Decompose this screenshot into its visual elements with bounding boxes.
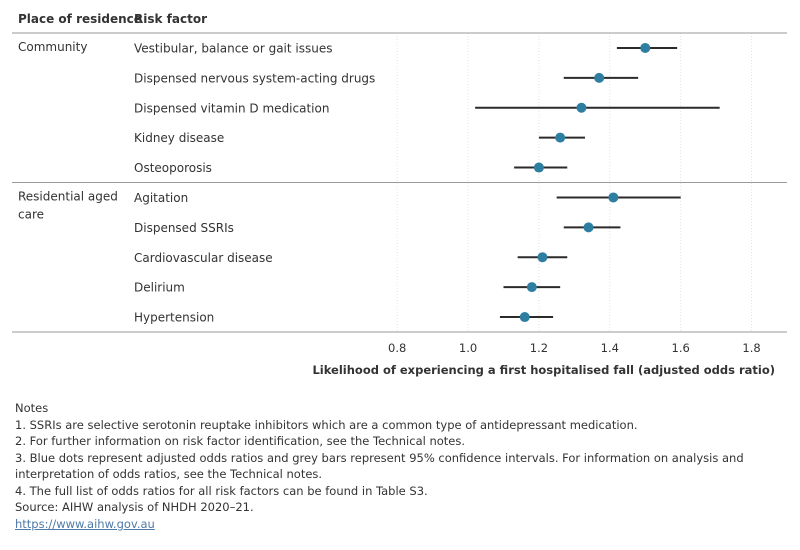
odds-ratio-dot [583, 222, 594, 233]
notes-heading: Notes [15, 401, 49, 415]
factor-label: Hypertension [134, 311, 214, 325]
odds-ratio-dot [576, 102, 587, 113]
note-line-3: 3. Blue dots represent adjusted odds rat… [15, 450, 744, 465]
x-tick-label: 1.8 [742, 341, 760, 355]
note-line-1: 1. SSRIs are selective serotonin reuptak… [15, 417, 638, 432]
x-tick-label: 1.4 [601, 341, 619, 355]
header-risk-factor: Risk factor [134, 12, 207, 26]
note-line-2: 2. For further information on risk facto… [15, 434, 466, 448]
group-label-1-line-0: Residential aged [18, 190, 118, 204]
odds-ratio-dot [555, 132, 566, 143]
x-tick-label: 1.0 [459, 341, 477, 355]
odds-ratio-dot [537, 252, 548, 263]
odds-ratio-dot [519, 312, 530, 323]
aihw-link[interactable]: https://www.aihw.gov.au [15, 516, 155, 531]
odds-ratio-dot [640, 42, 651, 53]
header-place-of-residence: Place of residence [18, 12, 142, 26]
factor-label: Osteoporosis [134, 161, 212, 175]
odds-ratio-dot [608, 192, 619, 203]
factor-label: Dispensed SSRIs [134, 221, 234, 235]
x-tick-label: 1.2 [530, 341, 548, 355]
factor-label: Agitation [134, 191, 188, 205]
factor-label: Cardiovascular disease [134, 251, 273, 265]
factor-label: Vestibular, balance or gait issues [134, 41, 332, 55]
x-axis-title: Likelihood of experiencing a first hospi… [312, 363, 775, 377]
factor-label: Kidney disease [134, 131, 224, 145]
factor-label: Dispensed vitamin D medication [134, 101, 329, 115]
odds-ratio-dot [526, 282, 537, 293]
note-line-5: 4. The full list of odds ratios for all … [15, 483, 428, 498]
group-label-1-line-1: care [18, 208, 44, 222]
source-line: Source: AIHW analysis of NHDH 2020–21. [15, 500, 254, 514]
x-tick-label: 0.8 [388, 341, 406, 355]
odds-ratio-dot [594, 72, 605, 83]
odds-ratio-dot [533, 162, 544, 173]
factor-label: Dispensed nervous system-acting drugs [134, 71, 375, 85]
notes-section: Notes 1. SSRIs are selective serotonin r… [15, 400, 785, 532]
factor-label: Delirium [134, 281, 185, 295]
x-tick-label: 1.6 [672, 341, 690, 355]
note-line-4: interpretation of odds ratios, see the T… [15, 467, 323, 481]
group-label-0-line-0: Community [18, 40, 87, 54]
